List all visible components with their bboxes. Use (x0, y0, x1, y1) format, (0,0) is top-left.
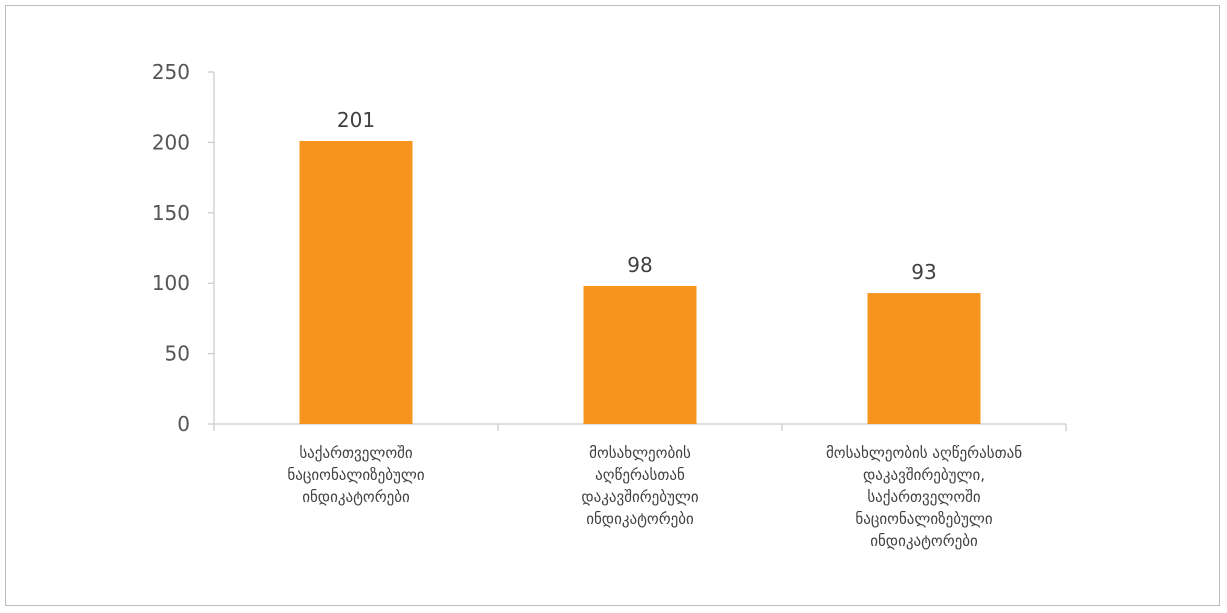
category-label: საქართველოში ნაციონალიზებული ინდიკატორები (287, 444, 424, 506)
data-label: 201 (337, 108, 375, 132)
y-axis-ticks: 0 50 100 150 200 250 (152, 60, 214, 436)
category-label: მოსახლეობის აღწერასთან დაკავშირებული ინდიკა… (581, 444, 698, 528)
category-label-line: დაკავშირებული (581, 488, 698, 506)
category-label-line: ნაციონალიზებული (855, 510, 992, 528)
bar (299, 140, 413, 424)
y-tick-label: 100 (152, 271, 190, 295)
bar (583, 286, 697, 424)
data-label: 93 (911, 260, 936, 284)
category-label-line: ინდიკატორები (302, 488, 410, 506)
category-labels: საქართველოში ნაციონალიზებული ინდიკატორებიმ… (287, 444, 1022, 550)
y-tick-label: 250 (152, 60, 190, 84)
data-labels: 201 98 93 (337, 108, 937, 284)
bars (299, 140, 981, 424)
category-label-line: ინდიკატორები (586, 510, 694, 528)
category-label-line: საქართველოში (299, 444, 413, 462)
category-label-line: მოსახლეობის აღწერასთან (826, 444, 1022, 462)
category-label-line: ნაციონალიზებული (287, 466, 424, 484)
category-label-line: მოსახლეობის (589, 444, 691, 462)
y-tick-label: 50 (165, 342, 190, 366)
category-label-line: დაკავშირებული, (863, 466, 985, 484)
category-label-line: აღწერასთან (595, 466, 685, 484)
y-tick-label: 200 (152, 130, 190, 154)
data-label: 98 (627, 253, 652, 277)
category-label: მოსახლეობის აღწერასთან დაკავშირებული, საქა… (826, 444, 1022, 550)
category-label-line: საქართველოში (867, 488, 981, 506)
category-label-line: ინდიკატორები (870, 532, 978, 550)
bar (867, 293, 981, 424)
y-tick-label: 150 (152, 201, 190, 225)
y-tick-label: 0 (177, 412, 190, 436)
